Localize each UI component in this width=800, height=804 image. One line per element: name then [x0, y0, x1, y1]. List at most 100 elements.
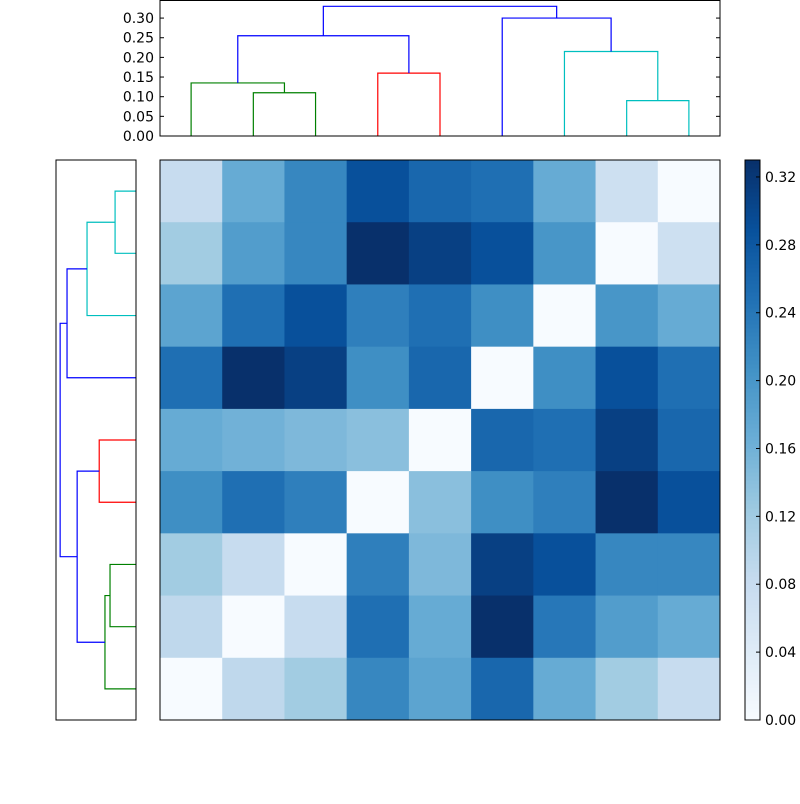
colorbar-segment — [745, 164, 760, 169]
colorbar-segment — [745, 268, 760, 273]
heatmap-cell — [657, 533, 721, 597]
heatmap-cell — [595, 595, 659, 659]
colorbar-tick-label: 0.20 — [765, 374, 796, 390]
colorbar-segment — [745, 656, 760, 661]
y-tick-label: 0.10 — [123, 90, 154, 106]
colorbar-segment — [745, 616, 760, 621]
colorbar-segment — [745, 320, 760, 325]
colorbar-segment — [745, 196, 760, 201]
colorbar-segment — [745, 368, 760, 373]
colorbar-segment — [745, 352, 760, 357]
heatmap-cell — [408, 408, 472, 472]
colorbar-segment — [745, 628, 760, 633]
colorbar-segment — [745, 620, 760, 625]
heatmap-cell — [595, 222, 659, 285]
colorbar-frame — [744, 159, 761, 721]
colorbar-segment — [745, 520, 760, 525]
colorbar-segment — [745, 540, 760, 545]
heatmap-cell — [408, 160, 472, 223]
colorbar-segment — [745, 232, 760, 237]
colorbar-segment — [745, 212, 760, 217]
colorbar-segment — [745, 524, 760, 529]
colorbar-segment — [745, 512, 760, 517]
dendrogram-link — [501, 17, 612, 136]
colorbar-tick-label: 0.28 — [765, 238, 796, 254]
colorbar-segment — [745, 444, 760, 449]
heatmap-cell — [408, 284, 472, 348]
colorbar-segment — [745, 640, 760, 645]
colorbar-segment — [745, 184, 760, 189]
colorbar-segment — [745, 684, 760, 689]
heatmap-cell — [595, 657, 659, 721]
heatmap-cell — [471, 346, 534, 410]
colorbar-tick-label: 0.12 — [765, 509, 796, 525]
heatmap-cell — [346, 408, 410, 472]
heatmap-cell — [222, 657, 285, 721]
heatmap-cell — [160, 595, 223, 659]
heatmap-cell — [408, 222, 472, 285]
colorbar-segment — [745, 332, 760, 337]
heatmap-cell — [160, 222, 223, 285]
colorbar-segment — [745, 676, 760, 681]
heatmap-cell — [471, 408, 534, 472]
heatmap-cell — [222, 160, 285, 223]
colorbar-segment — [745, 292, 760, 297]
colorbar-tick-label: 0.24 — [765, 306, 796, 322]
colorbar-segment — [745, 500, 760, 505]
dendrogram-link — [563, 50, 659, 136]
heatmap-cell — [284, 284, 348, 348]
colorbar-segment — [745, 384, 760, 389]
colorbar-segment — [745, 672, 760, 677]
colorbar-segment — [745, 696, 760, 701]
top-dendrogram: 0.00 0.05 0.10 0.15 0.20 0.25 0.30 — [123, 0, 721, 145]
colorbar-segment — [745, 472, 760, 477]
colorbar-segment — [745, 604, 760, 609]
colorbar-segment — [745, 644, 760, 649]
heatmap-cell — [657, 284, 721, 348]
heatmap-cell — [408, 471, 472, 534]
heatmap-cell — [657, 346, 721, 410]
colorbar-segment — [745, 240, 760, 245]
colorbar-segment — [745, 372, 760, 377]
heatmap-cell — [595, 408, 659, 472]
y-tick-label: 0.30 — [123, 11, 154, 27]
colorbar-segment — [745, 168, 760, 173]
colorbar-segment — [745, 564, 760, 569]
colorbar-segment — [745, 552, 760, 557]
colorbar-segment — [745, 424, 760, 429]
colorbar-segment — [745, 688, 760, 693]
colorbar-segment — [745, 704, 760, 709]
colorbar-segment — [745, 388, 760, 393]
colorbar-segment — [745, 360, 760, 365]
colorbar-segment — [745, 452, 760, 457]
colorbar-segment — [745, 308, 760, 313]
left-dendrogram — [55, 159, 137, 721]
colorbar-tick-label: 0.16 — [765, 441, 796, 457]
colorbar-segment — [745, 256, 760, 261]
colorbar-segment — [745, 632, 760, 637]
heatmap-cell — [222, 346, 285, 410]
colorbar-segment — [745, 700, 760, 705]
colorbar-segment — [745, 324, 760, 329]
colorbar-segment — [745, 660, 760, 665]
colorbar-segment — [745, 228, 760, 233]
colorbar-segment — [745, 544, 760, 549]
colorbar-segment — [745, 692, 760, 697]
colorbar-segment — [745, 580, 760, 585]
left-dendrogram-frame — [55, 159, 137, 721]
colorbar-segment — [745, 192, 760, 197]
colorbar-segment — [745, 272, 760, 277]
colorbar-segment — [745, 440, 760, 445]
heatmap-cell — [222, 533, 285, 597]
colorbar-segment — [745, 492, 760, 497]
colorbar-segment — [745, 680, 760, 685]
colorbar-segment — [745, 568, 760, 573]
y-tick-label: 0.00 — [123, 129, 154, 145]
heatmap-cell — [284, 408, 348, 472]
colorbar-segment — [745, 584, 760, 589]
colorbar-segment — [745, 160, 760, 165]
colorbar-segment — [745, 224, 760, 229]
colorbar-tick-label: 0.00 — [765, 713, 796, 729]
heatmap-cell — [284, 160, 348, 223]
colorbar-segment — [745, 436, 760, 441]
